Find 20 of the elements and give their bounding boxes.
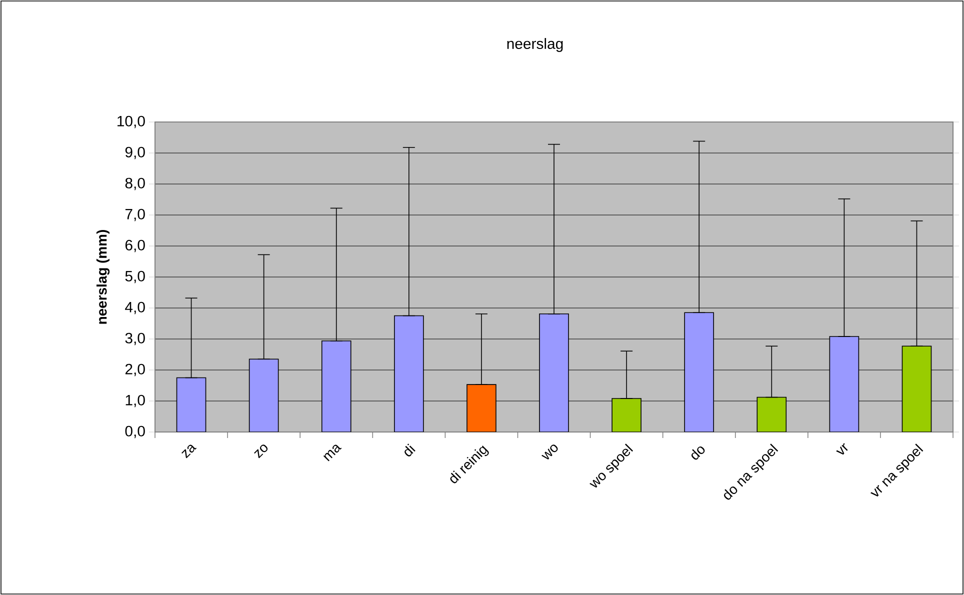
chart-title: neerslag (507, 38, 563, 52)
x-tick-label: za (182, 444, 197, 458)
y-tick-label: 3,0 (125, 332, 145, 346)
x-tick-label: zo (254, 444, 268, 458)
y-tick-label: 8,0 (125, 178, 145, 190)
x-tick-label: do (692, 446, 705, 460)
x-tick-label: vr (836, 443, 848, 455)
x-tick-label: di (404, 444, 416, 456)
x-tick-label: wo (541, 444, 558, 460)
y-tick-label: 10,0 (118, 116, 145, 128)
y-tick-label: 0,0 (125, 426, 145, 438)
y-tick-label: 2,0 (125, 364, 145, 376)
y-tick-label: 6,0 (125, 240, 145, 252)
y-tick-label: 4,0 (125, 302, 145, 314)
y-axis-title: neerslag (mm) (96, 230, 110, 324)
y-tick-label: 5,0 (125, 270, 145, 284)
x-tick-label: ma (323, 444, 342, 462)
y-tick-label: 7,0 (125, 208, 145, 222)
y-tick-label: 9,0 (125, 146, 145, 160)
y-tick-label: 1,0 (126, 394, 145, 408)
